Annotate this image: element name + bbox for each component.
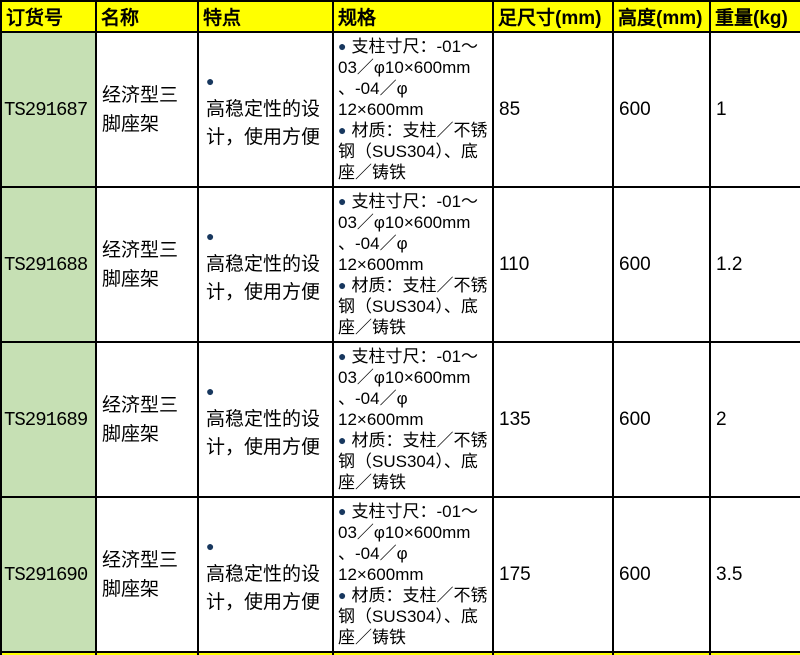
specs-cell: ● 支柱寸尺：-01～ 03／φ10×600mm 、-04／φ 12×600mm … <box>332 186 494 343</box>
table-row: TS291687 经济型三 脚座架 ●高稳定性的设 计，使用方便 ● 支柱寸尺：-… <box>0 31 800 188</box>
foot-size-cell: 135 <box>492 341 614 498</box>
name-text: 经济型三 脚座架 <box>102 84 179 135</box>
bullet-icon: ● <box>206 383 215 399</box>
name-cell: 经济型三 脚座架 <box>95 186 199 343</box>
name-text: 经济型三 脚座架 <box>102 239 179 290</box>
col-header-height: 高度(mm) <box>612 651 711 655</box>
spec-support-size: ● 支柱寸尺：-01～ 03／φ10×600mm 、-04／φ 12×600mm <box>338 346 491 430</box>
height-cell: 600 <box>612 341 711 498</box>
foot-size-cell: 85 <box>492 31 614 188</box>
col-header-weight: 重量(kg) <box>709 0 800 33</box>
repeat-header-row: 订货号 名称 特点 规格 足尺寸(mm) 高度(mm) 重量(kg) <box>0 651 800 655</box>
col-header-foot-size: 足尺寸(mm) <box>492 0 614 33</box>
col-header-features: 特点 <box>197 0 334 33</box>
order-no-cell: TS291687 <box>0 31 97 188</box>
table-row: TS291688 经济型三 脚座架 ●高稳定性的设 计，使用方便 ● 支柱寸尺：-… <box>0 186 800 343</box>
spec-material-text: 材质：支柱／不锈 钢（SUS304）、底 座／铸铁 <box>338 121 488 182</box>
col-header-order-no: 订货号 <box>0 0 97 33</box>
weight-cell: 2 <box>709 341 800 498</box>
features-cell: ● 高稳定性的设 计，使用方便 <box>197 496 334 653</box>
specs-cell: ● 支柱寸尺：-01～ 03／φ10×600mm 、-04／φ 12×600mm … <box>332 31 494 188</box>
features-cell: ● 高稳定性的设 计，使用方便 <box>197 186 334 343</box>
col-header-features: 特点 <box>197 651 334 655</box>
spec-material: ● 材质：支柱／不锈 钢（SUS304）、底 座／铸铁 <box>338 430 491 493</box>
name-text: 经济型三 脚座架 <box>102 549 179 600</box>
features-text: 高稳定性的设 计，使用方便 <box>206 409 321 458</box>
weight-cell: 3.5 <box>709 496 800 653</box>
bullet-icon: ● <box>338 122 347 138</box>
col-header-name: 名称 <box>95 0 199 33</box>
spec-material-text: 材质：支柱／不锈 钢（SUS304）、底 座／铸铁 <box>338 431 488 492</box>
bullet-icon: ● <box>338 432 347 448</box>
spec-material-text: 材质：支柱／不锈 钢（SUS304）、底 座／铸铁 <box>338 586 488 647</box>
col-header-foot-size: 足尺寸(mm) <box>492 651 614 655</box>
bullet-icon: ● <box>338 277 347 293</box>
order-no-cell: TS291690 <box>0 496 97 653</box>
order-no-cell: TS291689 <box>0 341 97 498</box>
col-header-specs: 规格 <box>332 0 494 33</box>
features-text: 高稳定性的设 计，使用方便 <box>206 254 321 303</box>
name-cell: 经济型三 脚座架 <box>95 496 199 653</box>
name-text: 经济型三 脚座架 <box>102 394 179 445</box>
bullet-icon: ● <box>338 348 347 364</box>
col-header-specs: 规格 <box>332 651 494 655</box>
height-cell: 600 <box>612 496 711 653</box>
spec-material: ● 材质：支柱／不锈 钢（SUS304）、底 座／铸铁 <box>338 585 491 648</box>
spec-support-text: 支柱寸尺：-01～ 03／φ10×600mm 、-04／φ 12×600mm <box>338 37 479 119</box>
foot-size-cell: 175 <box>492 496 614 653</box>
foot-size-cell: 110 <box>492 186 614 343</box>
bullet-icon: ● <box>338 503 347 519</box>
bullet-icon: ● <box>206 73 215 89</box>
col-header-order-no: 订货号 <box>0 651 97 655</box>
features-text: 高稳定性的设 计，使用方便 <box>206 564 321 613</box>
name-cell: 经济型三 脚座架 <box>95 31 199 188</box>
col-header-height: 高度(mm) <box>612 0 711 33</box>
spec-support-text: 支柱寸尺：-01～ 03／φ10×600mm 、-04／φ 12×600mm <box>338 502 479 584</box>
weight-cell: 1.2 <box>709 186 800 343</box>
bullet-icon: ● <box>206 228 215 244</box>
bullet-icon: ● <box>338 193 347 209</box>
table-row: TS291690 经济型三 脚座架 ●高稳定性的设 计，使用方便 ● 支柱寸尺：-… <box>0 496 800 653</box>
features-cell: ● 高稳定性的设 计，使用方便 <box>197 341 334 498</box>
specs-cell: ● 支柱寸尺：-01～ 03／φ10×600mm 、-04／φ 12×600mm … <box>332 341 494 498</box>
spec-support-size: ● 支柱寸尺：-01～ 03／φ10×600mm 、-04／φ 12×600mm <box>338 191 491 275</box>
height-cell: 600 <box>612 186 711 343</box>
name-cell: 经济型三 脚座架 <box>95 341 199 498</box>
table-row: TS291689 经济型三 脚座架 ●高稳定性的设 计，使用方便 ● 支柱寸尺：-… <box>0 341 800 498</box>
spec-support-text: 支柱寸尺：-01～ 03／φ10×600mm 、-04／φ 12×600mm <box>338 347 479 429</box>
spec-support-size: ● 支柱寸尺：-01～ 03／φ10×600mm 、-04／φ 12×600mm <box>338 36 491 120</box>
weight-cell: 1 <box>709 31 800 188</box>
bullet-icon: ● <box>338 38 347 54</box>
spec-support-size: ● 支柱寸尺：-01～ 03／φ10×600mm 、-04／φ 12×600mm <box>338 501 491 585</box>
specs-cell: ● 支柱寸尺：-01～ 03／φ10×600mm 、-04／φ 12×600mm … <box>332 496 494 653</box>
header-row: 订货号 名称 特点 规格 足尺寸(mm) 高度(mm) 重量(kg) <box>0 0 800 33</box>
features-cell: ● 高稳定性的设 计，使用方便 <box>197 31 334 188</box>
col-header-name: 名称 <box>95 651 199 655</box>
spec-material-text: 材质：支柱／不锈 钢（SUS304）、底 座／铸铁 <box>338 276 488 337</box>
bullet-icon: ● <box>206 538 215 554</box>
order-no-cell: TS291688 <box>0 186 97 343</box>
features-text: 高稳定性的设 计，使用方便 <box>206 99 321 148</box>
spec-support-text: 支柱寸尺：-01～ 03／φ10×600mm 、-04／φ 12×600mm <box>338 192 479 274</box>
spec-material: ● 材质：支柱／不锈 钢（SUS304）、底 座／铸铁 <box>338 120 491 183</box>
bullet-icon: ● <box>338 587 347 603</box>
height-cell: 600 <box>612 31 711 188</box>
spec-material: ● 材质：支柱／不锈 钢（SUS304）、底 座／铸铁 <box>338 275 491 338</box>
